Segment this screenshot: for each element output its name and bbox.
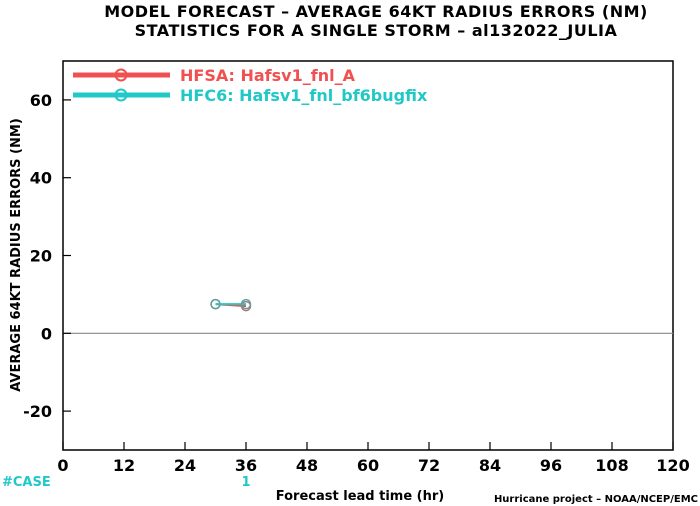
y-tick-label: 0 xyxy=(41,324,52,343)
x-tick-label: 72 xyxy=(418,456,440,475)
y-axis: -20 0 20 40 60 xyxy=(23,91,71,421)
x-tick-label: 60 xyxy=(357,456,379,475)
x-tick-label: 48 xyxy=(296,456,318,475)
chart-subtitle: STATISTICS FOR A SINGLE STORM – al132022… xyxy=(135,21,618,40)
x-axis: 0 12 24 36 48 60 72 84 96 108 120 xyxy=(57,442,690,475)
y-axis-label: AVERAGE 64KT RADIUS ERRORS (NM) xyxy=(9,118,24,392)
series-2-point-outline xyxy=(210,299,221,310)
y-tick-label: -20 xyxy=(23,402,52,421)
x-tick-label: 24 xyxy=(174,456,196,475)
y-tick-label: 20 xyxy=(30,247,52,266)
x-axis-label: Forecast lead time (hr) xyxy=(276,489,444,504)
case-count-label: #CASE xyxy=(2,475,51,490)
plot-frame xyxy=(62,60,674,451)
case-counts: 1 xyxy=(241,475,250,490)
x-tick-label: 108 xyxy=(595,456,628,475)
legend-entry-label: HFSA: Hafsv1_fnl_A xyxy=(180,66,356,85)
credit-text: Hurricane project – NOAA/NCEP/EMC xyxy=(494,494,698,505)
y-tick-label: 40 xyxy=(30,169,52,188)
x-tick-label: 96 xyxy=(540,456,562,475)
series-2-point-outline xyxy=(241,299,251,310)
series-layer xyxy=(210,298,252,312)
x-tick-label: 36 xyxy=(235,456,257,475)
legend-marker xyxy=(114,88,128,102)
x-tick-label: 0 xyxy=(57,456,68,475)
x-tick-label: 84 xyxy=(479,456,501,475)
legend-marker xyxy=(114,68,128,82)
case-count-value: 1 xyxy=(241,475,250,490)
legend-entry-label: HFC6: Hafsv1_fnl_bf6bugfix xyxy=(180,86,428,105)
x-tick-label: 12 xyxy=(113,456,135,475)
y-tick-label: 60 xyxy=(30,91,52,110)
x-tick-label: 120 xyxy=(656,456,689,475)
chart-title: MODEL FORECAST – AVERAGE 64KT RADIUS ERR… xyxy=(104,2,648,21)
